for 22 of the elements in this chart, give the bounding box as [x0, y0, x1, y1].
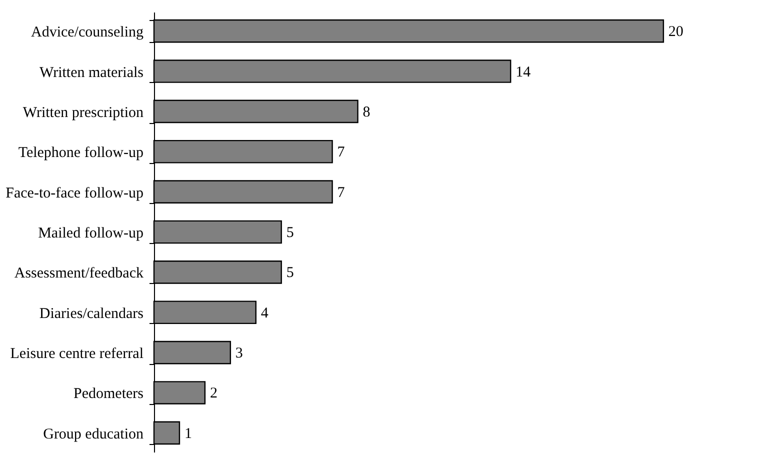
y-tick-label: Written prescription — [22, 104, 144, 121]
y-tick-label: Telephone follow-up — [18, 145, 144, 162]
y-tick-label: Advice/counseling — [31, 24, 144, 41]
data-label: 1 — [184, 426, 192, 442]
data-label: 3 — [235, 346, 243, 362]
data-label: 14 — [516, 64, 532, 80]
data-label: 7 — [337, 184, 346, 201]
y-tick-label: Assessment/feedback — [14, 266, 144, 282]
y-tick-label: Written materials — [40, 64, 144, 81]
data-label: 5 — [286, 265, 294, 282]
data-label: 2 — [210, 386, 218, 402]
y-tick-label: Diaries/calendars — [39, 306, 144, 322]
y-tick-label: Face-to-face follow-up — [6, 185, 144, 202]
y-tick-label: Group education — [43, 426, 144, 442]
data-label: 7 — [337, 144, 346, 161]
data-label: 4 — [260, 305, 269, 322]
y-tick-label: Pedometers — [74, 386, 144, 402]
data-label: 8 — [362, 104, 370, 120]
data-label: 20 — [668, 24, 684, 40]
data-label: 5 — [286, 225, 294, 241]
y-tick-label: Leisure centre referral — [10, 346, 144, 362]
y-tick-label: Mailed follow-up — [38, 226, 144, 242]
